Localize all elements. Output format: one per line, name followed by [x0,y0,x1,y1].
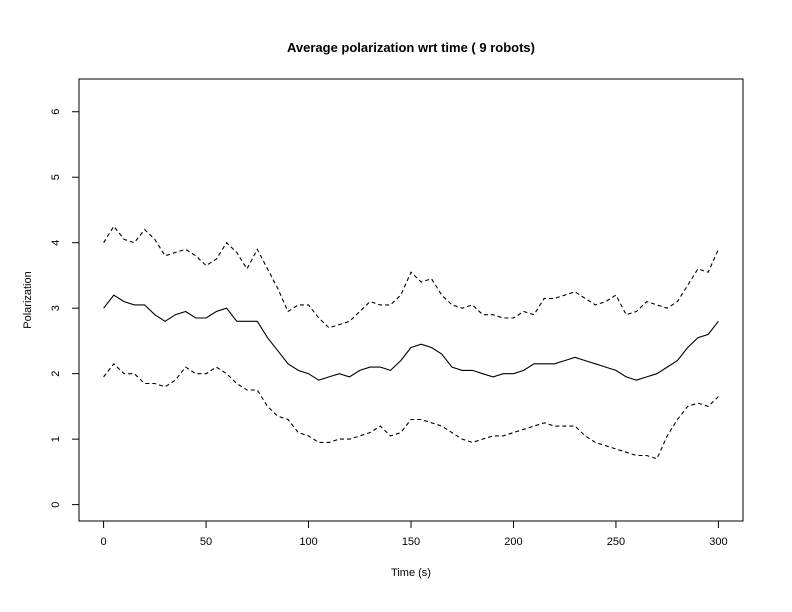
series-line-3 [103,362,719,460]
plot-frame [78,78,744,522]
series-line-2 [103,294,719,381]
x-tick-label: 100 [299,536,317,548]
y-tick-label: 6 [50,109,62,115]
series-group [103,225,719,460]
x-tick-label: 250 [607,536,625,548]
x-tick-label: 200 [504,536,522,548]
x-tick-label: 150 [402,536,420,548]
y-tick-label: 0 [50,502,62,508]
series-line-1 [103,225,719,329]
y-axis-label: Polarization [22,271,34,328]
y-tick-label: 5 [50,174,62,180]
x-tick-label: 0 [101,536,107,548]
y-tick-label: 1 [50,436,62,442]
x-tick-label: 300 [709,536,727,548]
x-axis-label: Time (s) [391,567,431,579]
x-tick-label: 50 [200,536,212,548]
chart-title: Average polarization wrt time ( 9 robots… [287,40,535,55]
y-tick-label: 4 [50,240,62,246]
y-tick-label: 2 [50,371,62,377]
axes: 0 50 100 150 200 250 300 0 1 2 3 4 5 6 [50,109,728,548]
y-tick-label: 3 [50,305,62,311]
